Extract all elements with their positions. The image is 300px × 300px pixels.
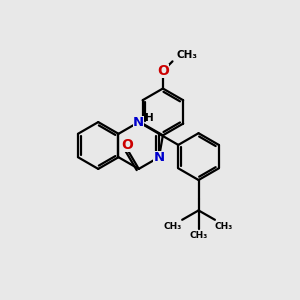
Text: CH₃: CH₃ — [164, 222, 182, 231]
Text: CH₃: CH₃ — [215, 222, 233, 231]
Text: N: N — [154, 151, 165, 164]
Text: O: O — [157, 64, 169, 78]
Text: H: H — [145, 112, 154, 123]
Text: N: N — [133, 116, 144, 129]
Text: CH₃: CH₃ — [189, 231, 208, 240]
Text: O: O — [121, 138, 133, 152]
Text: CH₃: CH₃ — [176, 50, 197, 60]
